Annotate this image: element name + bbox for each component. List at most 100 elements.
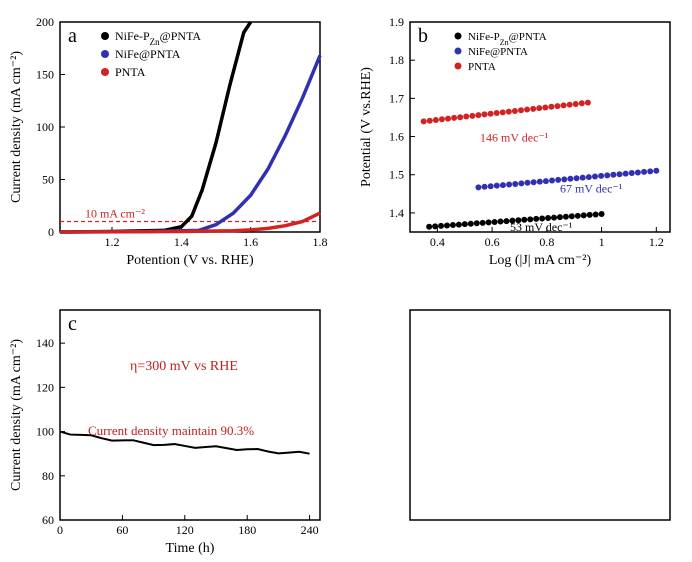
- tafel-pt: [480, 220, 486, 226]
- tafel-pt: [438, 223, 444, 229]
- svg-text:100: 100: [36, 120, 54, 134]
- svg-text:0.4: 0.4: [430, 235, 445, 249]
- tafel-pt: [492, 219, 498, 225]
- svg-text:0: 0: [48, 225, 54, 239]
- svg-text:0: 0: [57, 523, 63, 537]
- maintain-text: Current density maintain 90.3%: [88, 423, 254, 438]
- tafel-pt: [463, 114, 469, 120]
- tafel-pt: [554, 103, 560, 109]
- svg-text:Potential (V vs.RHE): Potential (V vs.RHE): [359, 67, 374, 187]
- tafel-pt: [432, 223, 438, 229]
- tafel-pt: [592, 173, 598, 179]
- tafel-slope: 67 mV dec⁻¹: [560, 182, 623, 196]
- svg-text:Log (|J| mA cm⁻²): Log (|J| mA cm⁻²): [489, 253, 592, 268]
- tafel-pt: [444, 222, 450, 228]
- legend-item: NiFe@PNTA: [468, 46, 528, 58]
- panel-label-a: a: [68, 25, 77, 47]
- svg-text:1: 1: [599, 235, 605, 249]
- tafel-pt: [629, 170, 635, 176]
- tafel-pt: [512, 108, 518, 114]
- tafel-pt: [593, 211, 599, 217]
- tafel-pt: [488, 183, 494, 189]
- tafel-pt: [498, 219, 504, 225]
- svg-text:100: 100: [36, 425, 54, 439]
- tafel-pt: [468, 221, 474, 227]
- svg-text:180: 180: [238, 523, 256, 537]
- tafel-slope: 53 mV dec⁻¹: [510, 220, 573, 234]
- svg-text:240: 240: [301, 523, 319, 537]
- svg-text:50: 50: [42, 173, 54, 187]
- svg-text:1.8: 1.8: [313, 235, 328, 249]
- tafel-pt: [450, 222, 456, 228]
- tafel-pt: [585, 100, 591, 106]
- tafel-pt: [482, 111, 488, 117]
- tafel-pt: [421, 118, 427, 124]
- tafel-pt: [494, 183, 500, 189]
- tafel-pt: [604, 172, 610, 178]
- tafel-pt: [524, 180, 530, 186]
- tafel-pt: [617, 171, 623, 177]
- tafel-pt: [610, 172, 616, 178]
- tafel-pt: [457, 114, 463, 120]
- tafel-pt: [500, 109, 506, 115]
- tafel-pt: [486, 219, 492, 225]
- tafel-pt: [581, 212, 587, 218]
- legend-item: PNTA: [115, 65, 146, 79]
- tafel-pt: [599, 211, 605, 217]
- svg-text:60: 60: [42, 513, 54, 527]
- svg-text:200: 200: [36, 15, 54, 29]
- eta-text: η=300 mV vs RHE: [130, 359, 238, 374]
- tafel-pt: [488, 111, 494, 117]
- tafel-pt: [451, 115, 457, 121]
- tafel-pt: [503, 218, 509, 224]
- tafel-pt: [500, 182, 506, 188]
- tafel-pt: [531, 179, 537, 185]
- tafel-pt: [598, 173, 604, 179]
- tafel-pt: [427, 118, 433, 124]
- panel-label-b: b: [418, 25, 428, 47]
- tafel-pt: [579, 100, 585, 106]
- tafel-pt: [563, 214, 569, 220]
- tafel-pt: [426, 224, 432, 230]
- tafel-pt: [623, 171, 629, 177]
- svg-text:0.8: 0.8: [539, 235, 554, 249]
- tafel-pt: [580, 175, 586, 181]
- svg-text:1.5: 1.5: [389, 168, 404, 182]
- tafel-pt: [569, 213, 575, 219]
- svg-text:Time (h): Time (h): [166, 541, 215, 556]
- tafel-pt: [536, 105, 542, 111]
- tafel-pt: [561, 102, 567, 108]
- svg-text:60: 60: [116, 523, 128, 537]
- tafel-pt: [567, 102, 573, 108]
- tafel-pt: [530, 106, 536, 112]
- tafel-pt: [537, 179, 543, 185]
- tafel-slope: 146 mV dec⁻¹: [480, 130, 549, 144]
- tafel-pt: [433, 117, 439, 123]
- legend-item: NiFe@PNTA: [115, 47, 181, 61]
- svg-text:10 mA cm⁻²: 10 mA cm⁻²: [85, 207, 145, 221]
- tafel-pt: [641, 169, 647, 175]
- svg-text:120: 120: [176, 523, 194, 537]
- tafel-pt: [494, 110, 500, 116]
- tafel-pt: [445, 116, 451, 122]
- svg-text:1.7: 1.7: [389, 91, 404, 105]
- svg-text:1.2: 1.2: [105, 235, 120, 249]
- tafel-pt: [482, 184, 488, 190]
- tafel-pt: [439, 116, 445, 122]
- tafel-pt: [518, 180, 524, 186]
- svg-text:1.9: 1.9: [389, 15, 404, 29]
- svg-text:1.4: 1.4: [389, 206, 404, 220]
- tafel-pt: [653, 168, 659, 174]
- tafel-pt: [574, 175, 580, 181]
- svg-text:140: 140: [36, 336, 54, 350]
- svg-text:Current density (mA cm⁻²): Current density (mA cm⁻²): [9, 51, 24, 203]
- svg-text:1.6: 1.6: [243, 235, 258, 249]
- tafel-pt: [587, 212, 593, 218]
- tafel-pt: [512, 181, 518, 187]
- legend-item: PNTA: [468, 61, 496, 73]
- tafel-pt: [469, 113, 475, 119]
- tafel-pt: [518, 107, 524, 113]
- tafel-pt: [475, 184, 481, 190]
- svg-text:1.8: 1.8: [389, 53, 404, 67]
- panel-label-c: c: [68, 313, 77, 335]
